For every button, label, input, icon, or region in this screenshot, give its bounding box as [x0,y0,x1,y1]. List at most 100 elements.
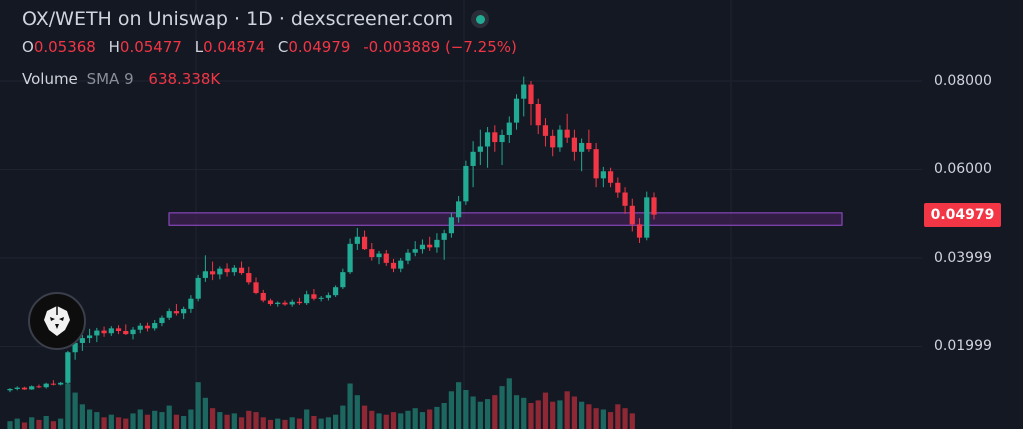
candle-body [463,165,469,202]
candle-body [188,298,194,309]
candle-body [340,272,346,288]
volume-bar [390,412,397,429]
volume-bar [405,410,411,429]
candle-body [166,311,172,318]
candle-body [521,84,527,99]
close-key: C [277,38,289,56]
volume-bar [267,419,274,429]
candle-body [275,302,281,305]
candle-body [289,301,295,305]
candle-body [181,308,187,314]
volume-bar [137,409,143,429]
candle-body [224,268,230,273]
candle-body [361,236,368,250]
status-dot-icon[interactable] [471,10,490,28]
last-price-tag: 0.04979 [924,203,1001,227]
volume-bar [282,419,288,429]
volume-bar [79,404,85,429]
candle-body [441,233,447,240]
ohlc-readout: O0.05368 H0.05477 L0.04874 C0.04979 -0.0… [22,38,525,56]
volume-bar [528,403,534,429]
volume-bar [7,421,13,429]
volume-bar [499,386,505,429]
candle-body [376,253,382,258]
candle-body [600,171,606,179]
volume-bar [94,412,100,429]
legend: OX/WETH on Uniswap · 1D · dexscreener.co… [22,6,525,56]
volume-bar [441,403,447,429]
candle-body [115,328,122,332]
volume-bar [210,408,216,429]
open-key: O [22,38,34,56]
volume-bar [557,400,563,429]
candle-body [72,342,78,353]
candle-body [579,142,585,152]
volume-bar [224,414,230,429]
volume-bar [615,404,621,429]
candle-body [296,301,303,304]
volume-bar [448,391,454,429]
candle-body [593,149,599,179]
candle-body [231,267,237,273]
support-zone [168,212,843,226]
volume-bar [101,417,107,429]
candle-body [159,317,165,324]
volume-bar [427,409,433,429]
volume-bar [29,417,35,429]
volume-bar [72,392,78,429]
volume-bar [521,397,527,429]
high-key: H [108,38,120,56]
price-tick-label: 0.06000 [934,161,992,177]
candle-body [470,151,476,166]
eagle-logo-icon [28,292,86,350]
candle-body [499,134,505,143]
candle-body [615,182,621,193]
candle-body [202,271,208,278]
candle-body [405,252,411,261]
candle-body [101,330,107,334]
volume-bar [513,395,520,429]
candle-body [513,98,520,123]
volume-bar [36,419,42,429]
volume-bar [289,417,295,429]
volume-bar [115,417,122,429]
candle-body [354,236,360,244]
grid-lines [0,0,922,429]
volume-bar [347,383,353,429]
candle-body [130,329,136,335]
candle-body [123,331,129,335]
volume-bar [152,410,158,429]
volume-bar [253,412,259,429]
volume-bar [564,391,570,429]
candle-body [434,239,440,248]
candle-body [564,129,570,138]
volume-bar [181,416,187,429]
volume-bar [470,396,476,429]
candle-body [528,84,534,105]
candle-body [427,244,433,248]
candle-body [144,325,151,329]
candle-body [58,382,64,385]
candle-body [29,386,35,390]
chart-title: OX/WETH on Uniswap · 1D · dexscreener.co… [22,8,454,30]
candle-body [311,294,317,299]
candle-body [108,328,114,334]
volume-sma-label: SMA 9 [86,70,134,88]
volume-bar [159,412,165,429]
volume-bar [123,418,129,429]
price-tick-label: 0.03999 [934,250,992,266]
candle-body [86,335,93,339]
volume-bar [361,405,368,429]
volume-bar [260,417,266,429]
volume-bar [318,418,324,429]
candle-body [398,260,404,269]
candle-body [137,325,143,330]
volume-bar [369,410,375,429]
volume-bar [542,392,549,429]
candle-body [550,135,556,148]
volume-bar [217,412,223,429]
volume-bar [340,405,346,429]
volume-bar [383,414,389,429]
